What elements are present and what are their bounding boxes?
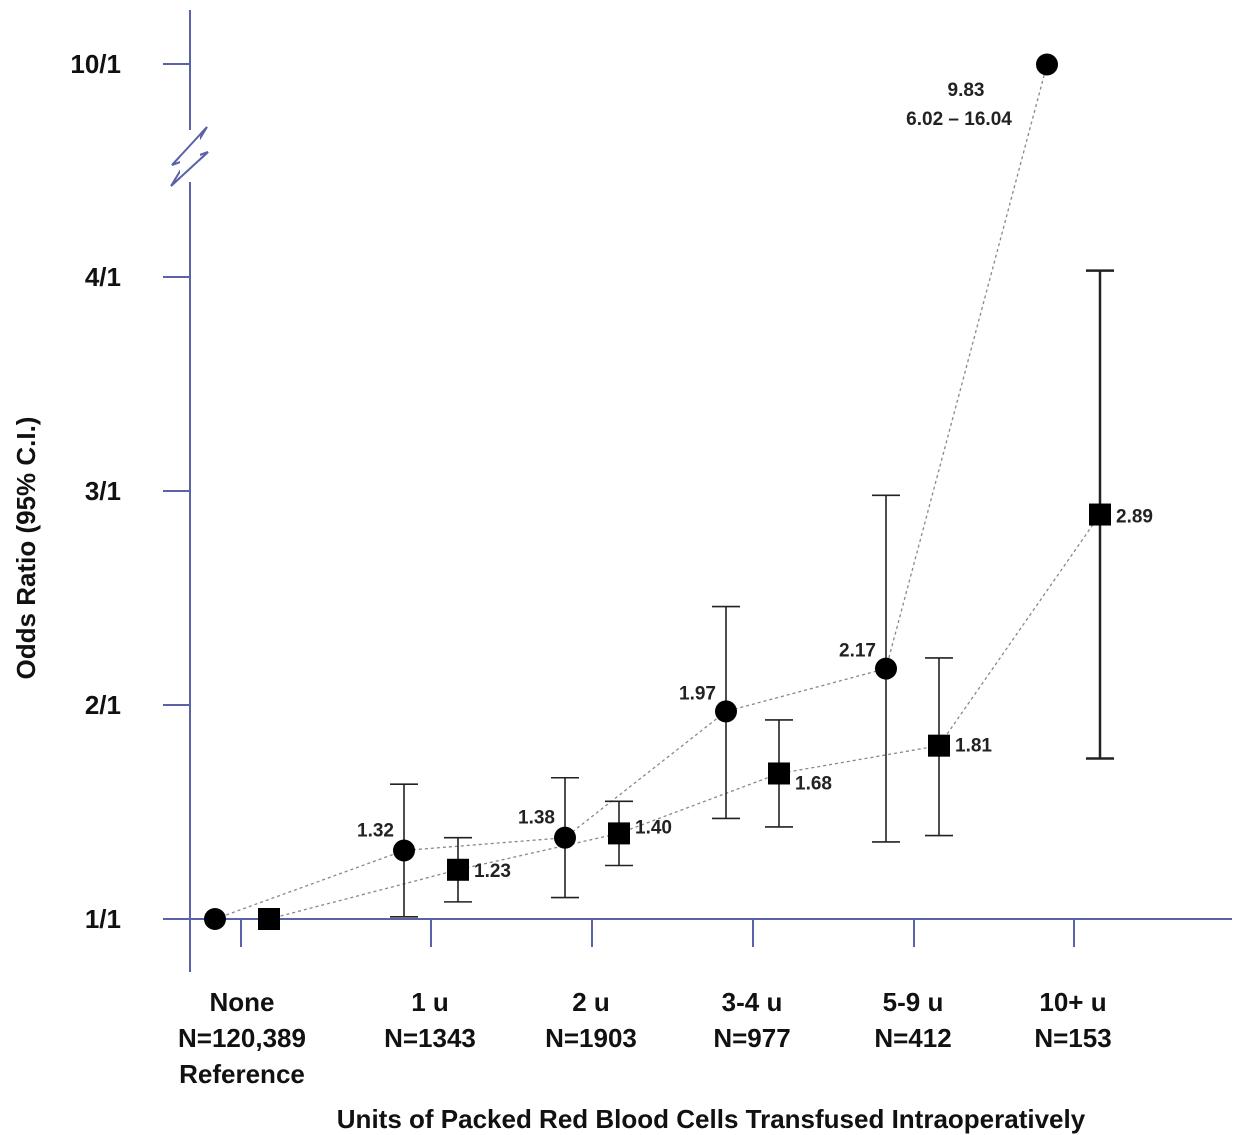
category-label: 10+ u	[1039, 987, 1106, 1017]
square-marker	[258, 908, 280, 930]
category-label: 5-9 u	[883, 987, 944, 1017]
category-label: N=120,389	[178, 1023, 306, 1053]
axis-break-gap	[180, 130, 200, 182]
circle-marker	[393, 839, 415, 862]
square-marker	[447, 858, 469, 881]
category-label: None	[210, 987, 275, 1017]
value-label: 9.83	[948, 80, 985, 101]
y-tick-label: 3/1	[85, 476, 121, 506]
circle-marker	[1036, 53, 1058, 76]
series-connector	[268, 514, 1101, 920]
category-label: N=977	[713, 1023, 790, 1053]
square-marker	[608, 822, 630, 845]
value-label: 1.68	[795, 773, 832, 794]
circle-marker	[204, 908, 226, 930]
series-connectors	[214, 64, 1101, 920]
value-label: 1.81	[955, 736, 992, 757]
x-axis-title: Units of Packed Red Blood Cells Transfus…	[337, 1104, 1086, 1134]
axis-break-line-upper	[171, 126, 208, 166]
category-label: N=412	[874, 1023, 951, 1053]
value-label: 1.97	[679, 683, 716, 704]
axis-break-line-lower	[170, 151, 209, 187]
y-tick-label: 2/1	[85, 690, 121, 720]
value-label: 2.89	[1116, 507, 1153, 528]
category-labels: None N=120,389 Reference 1 u N=1343 2 u N=1903…	[178, 987, 1112, 1089]
category-label: N=1903	[545, 1023, 637, 1053]
y-tick-label: 1/1	[85, 904, 121, 934]
axes	[163, 10, 1232, 972]
category-label: N=153	[1034, 1023, 1111, 1053]
value-label: 1.40	[635, 817, 672, 838]
data-labels: 1.32 1.38 1.97 2.17 9.83 6.02 – 16.04 1.23 1.40…	[357, 80, 1153, 882]
circle-marker	[875, 657, 897, 680]
square-marker	[1089, 503, 1111, 526]
y-tick-label: 4/1	[85, 262, 121, 292]
category-label: 2 u	[572, 987, 610, 1017]
category-label: N=1343	[384, 1023, 476, 1053]
square-marker	[768, 762, 790, 785]
ci-label: 6.02 – 16.04	[906, 109, 1012, 130]
value-label: 1.23	[474, 861, 511, 882]
value-label: 1.38	[518, 808, 555, 829]
y-tick-label: 10/1	[70, 49, 121, 79]
series-connector	[214, 64, 1048, 920]
error-bars	[390, 269, 1114, 918]
data-markers	[204, 53, 1111, 930]
category-label: 1 u	[411, 987, 449, 1017]
square-marker	[928, 734, 950, 757]
category-label: 3-4 u	[722, 987, 783, 1017]
tick-labels: 1/1 2/1 3/1 4/1 10/1	[70, 49, 121, 934]
category-label: Reference	[179, 1059, 305, 1089]
circle-marker	[554, 826, 576, 849]
circle-marker	[715, 700, 737, 723]
y-axis-title: Odds Ratio (95% C.I.)	[11, 417, 41, 680]
value-label: 2.17	[839, 641, 876, 662]
value-label: 1.32	[357, 821, 394, 842]
